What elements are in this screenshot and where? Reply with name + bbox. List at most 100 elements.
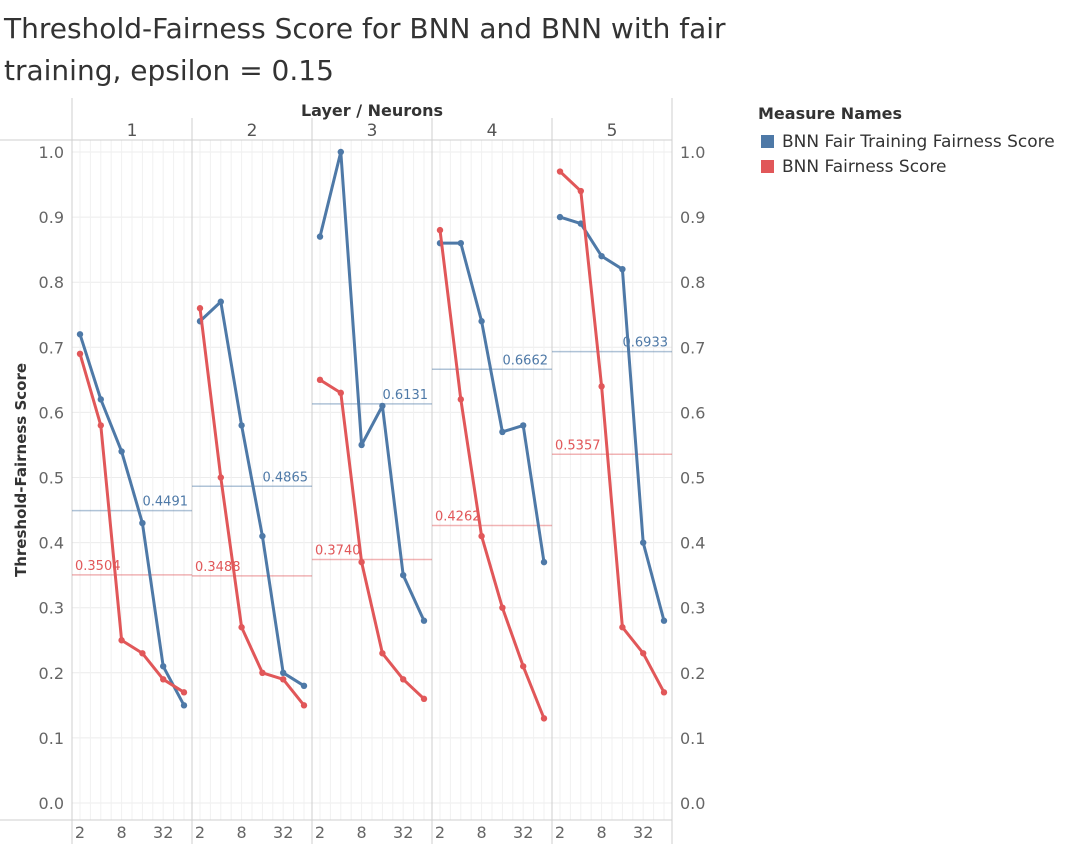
y-tick-label-left: 0.4 <box>39 534 64 553</box>
data-point <box>640 539 647 546</box>
legend-item-bnn[interactable]: BNN Fairness Score <box>758 154 1063 179</box>
panel-header-label: 4 <box>487 121 498 141</box>
data-point <box>457 239 464 247</box>
data-point <box>180 689 188 696</box>
y-tick-label-left: 0.5 <box>39 469 64 488</box>
data-point <box>577 220 584 227</box>
data-point <box>577 187 584 195</box>
y-tick-label-right: 0.6 <box>680 403 705 422</box>
data-point <box>280 669 287 676</box>
data-point <box>300 702 308 709</box>
data-point <box>520 422 527 429</box>
chart-title: Threshold-Fairness Score for BNN and BNN… <box>4 12 726 87</box>
panel-header-label: 5 <box>607 121 618 141</box>
data-point <box>619 265 626 273</box>
data-point <box>180 702 188 709</box>
legend-swatch-fair-training <box>761 135 774 148</box>
y-tick-label-right: 0.1 <box>680 729 705 748</box>
data-point <box>499 428 506 436</box>
data-point <box>598 252 605 260</box>
data-point <box>259 532 266 540</box>
reference-line-label: 0.3488 <box>195 560 241 575</box>
series-line <box>558 170 666 694</box>
data-point <box>139 650 146 657</box>
reference-line-label: 0.6933 <box>623 336 669 351</box>
y-tick-label-right: 0.4 <box>680 534 705 553</box>
x-tick-label: 2 <box>75 823 85 842</box>
data-point <box>457 396 464 403</box>
data-point <box>400 571 407 579</box>
y-tick-label-right: 0.9 <box>680 208 705 227</box>
series-line <box>438 228 546 720</box>
reference-line-label: 0.6131 <box>383 388 429 403</box>
reference-line-label: 0.3740 <box>315 544 361 559</box>
data-point <box>118 448 125 455</box>
data-point <box>436 226 444 234</box>
series-line <box>78 352 186 694</box>
data-point <box>280 676 287 683</box>
x-tick-label: 8 <box>357 823 367 842</box>
data-point <box>337 389 344 397</box>
data-point <box>540 558 548 566</box>
data-point <box>160 676 167 683</box>
data-point <box>217 474 224 481</box>
data-point <box>358 558 365 566</box>
series-line <box>78 332 186 707</box>
data-point <box>660 689 668 696</box>
data-point <box>420 695 428 703</box>
data-point <box>598 383 605 390</box>
reference-line-label: 0.4491 <box>143 495 189 510</box>
legend-item-fair-training[interactable]: BNN Fair Training Fairness Score <box>758 129 1063 154</box>
x-tick-label: 2 <box>195 823 205 842</box>
reference-line-label: 0.6662 <box>503 353 549 368</box>
data-point <box>76 350 84 358</box>
series-line <box>318 150 426 623</box>
data-point <box>358 441 365 449</box>
y-tick-label-right: 0.8 <box>680 273 705 292</box>
series-line <box>438 241 546 564</box>
data-point <box>238 422 245 429</box>
legend-swatch-bnn <box>761 160 774 173</box>
y-tick-label-left: 0.7 <box>39 338 64 357</box>
series-line <box>558 215 666 623</box>
legend-label-fair-training: BNN Fair Training Fairness Score <box>782 131 1055 152</box>
x-tick-label: 2 <box>555 823 565 842</box>
x-tick-label: 8 <box>237 823 247 842</box>
data-point <box>556 168 564 175</box>
y-tick-label-right: 0.5 <box>680 469 705 488</box>
data-point <box>217 298 224 305</box>
data-point <box>97 422 105 429</box>
data-point <box>300 682 308 690</box>
data-point <box>619 624 626 631</box>
data-point <box>118 637 125 644</box>
data-point <box>540 715 548 722</box>
y-tick-label-right: 1.0 <box>680 143 705 162</box>
legend: Measure Names BNN Fair Training Fairness… <box>758 104 1063 179</box>
data-point <box>420 617 428 624</box>
column-header-title: Layer / Neurons <box>301 101 443 120</box>
data-point <box>316 233 324 240</box>
data-point <box>520 663 527 670</box>
y-tick-label-left: 0.1 <box>39 729 64 748</box>
data-point <box>640 650 647 657</box>
data-point <box>238 624 245 631</box>
reference-line-label: 0.4865 <box>263 470 309 485</box>
data-point <box>478 532 485 540</box>
x-tick-label: 32 <box>513 823 533 842</box>
data-point <box>196 305 204 312</box>
y-tick-label-left: 0.0 <box>39 794 64 813</box>
y-tick-label-left: 1.0 <box>39 143 64 162</box>
y-tick-label-left: 0.8 <box>39 273 64 292</box>
x-tick-label: 32 <box>153 823 173 842</box>
y-tick-label-right: 0.0 <box>680 794 705 813</box>
series-line <box>318 378 426 701</box>
data-point <box>337 148 344 156</box>
x-tick-label: 8 <box>117 823 127 842</box>
y-tick-label-right: 0.3 <box>680 599 705 618</box>
x-tick-label: 32 <box>273 823 293 842</box>
data-point <box>660 617 668 624</box>
data-point <box>316 376 324 384</box>
reference-line-label: 0.3504 <box>75 559 121 574</box>
data-point <box>139 519 146 527</box>
y-tick-label-left: 0.2 <box>39 664 64 683</box>
